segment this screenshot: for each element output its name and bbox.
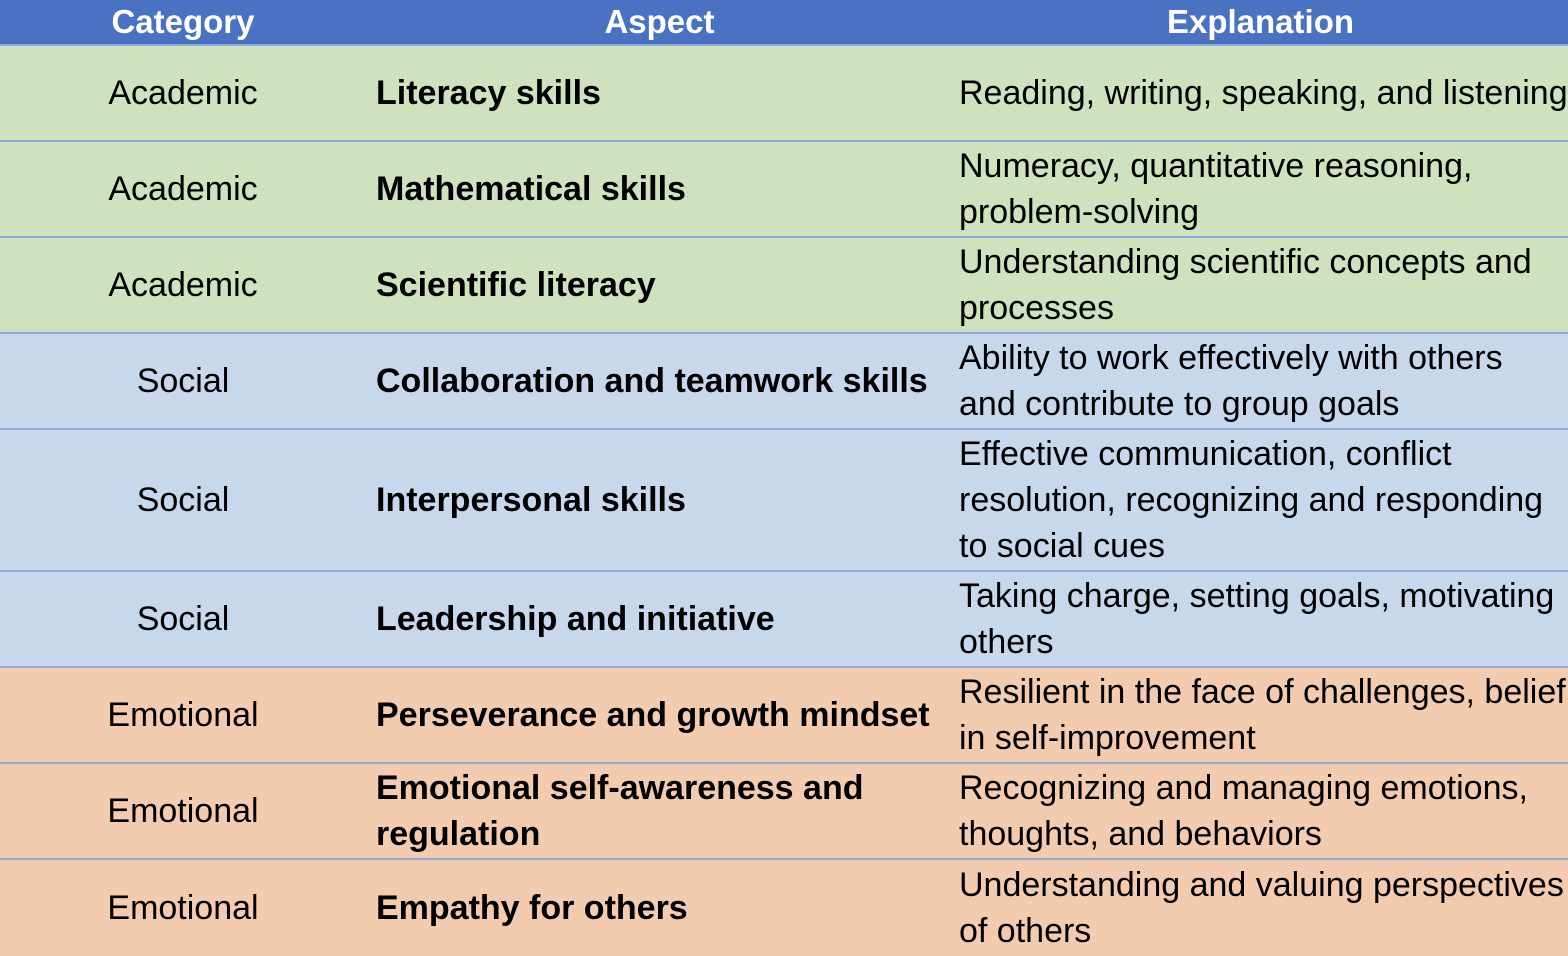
header-category: Category xyxy=(0,0,366,46)
table-row-category: Social xyxy=(0,430,366,572)
table-row-explanation: Taking charge, setting goals, motivating… xyxy=(953,572,1568,668)
table-row-explanation: Reading, writing, speaking, and listenin… xyxy=(953,46,1568,142)
table-row-aspect: Mathematical skills xyxy=(366,142,953,238)
table-row-aspect: Interpersonal skills xyxy=(366,430,953,572)
table-row-explanation: Resilient in the face of challenges, bel… xyxy=(953,668,1568,764)
table-row-category: Social xyxy=(0,572,366,668)
table-row-category: Emotional xyxy=(0,860,366,956)
table-row-aspect: Literacy skills xyxy=(366,46,953,142)
table-row-category: Academic xyxy=(0,46,366,142)
table-row-category: Social xyxy=(0,334,366,430)
table-row-aspect: Scientific literacy xyxy=(366,238,953,334)
table-row-explanation: Numeracy, quantitative reasoning, proble… xyxy=(953,142,1568,238)
table-row-category: Academic xyxy=(0,238,366,334)
table-row-explanation: Effective communication, conflict resolu… xyxy=(953,430,1568,572)
table-row-category: Emotional xyxy=(0,764,366,860)
table-row-aspect: Empathy for others xyxy=(366,860,953,956)
table-row-explanation: Understanding and valuing perspectives o… xyxy=(953,860,1568,956)
table-row-explanation: Understanding scientific concepts and pr… xyxy=(953,238,1568,334)
header-aspect: Aspect xyxy=(366,0,953,46)
table-row-aspect: Perseverance and growth mindset xyxy=(366,668,953,764)
table-row-category: Emotional xyxy=(0,668,366,764)
table-row-explanation: Ability to work effectively with others … xyxy=(953,334,1568,430)
table-row-aspect: Leadership and initiative xyxy=(366,572,953,668)
table-row-aspect: Emotional self-awareness and regulation xyxy=(366,764,953,860)
table-row-explanation: Recognizing and managing emotions, thoug… xyxy=(953,764,1568,860)
table-row-aspect: Collaboration and teamwork skills xyxy=(366,334,953,430)
table-row-category: Academic xyxy=(0,142,366,238)
header-explanation: Explanation xyxy=(953,0,1568,46)
